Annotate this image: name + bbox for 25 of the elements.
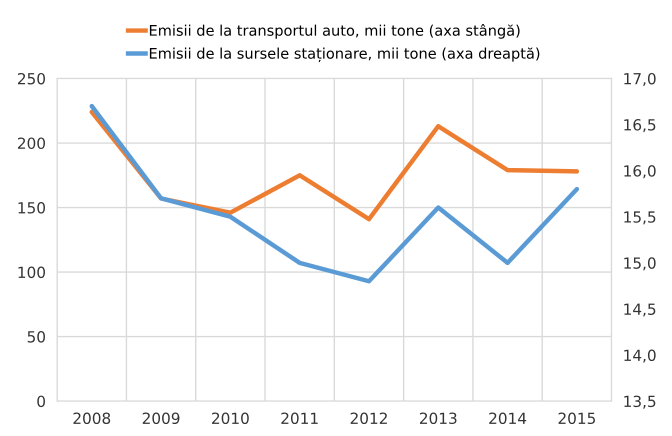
x-tick-label: 2013 <box>420 412 456 424</box>
x-tick-label: 2012 <box>350 412 387 424</box>
y-tick-label: 0 <box>37 396 45 408</box>
x-tick-label: 2010 <box>212 412 249 424</box>
legend-label: Emisii de la sursele staționare, mii tone (axa dreaptă) <box>150 47 540 62</box>
y2-tick-label: 17,0 <box>624 72 656 86</box>
y2-tick-label: 15,0 <box>624 257 656 270</box>
x-tick-label: 2009 <box>142 412 180 424</box>
y2-tick-label: 16,0 <box>624 165 656 178</box>
y-tick-label: 150 <box>18 202 45 214</box>
x-tick-label: 2011 <box>281 412 318 424</box>
y2-tick-label: 15,5 <box>624 211 656 224</box>
x-tick-label: 2008 <box>73 412 110 424</box>
x-tick-label: 2014 <box>489 412 526 424</box>
y2-tick-label: 14,5 <box>624 304 656 317</box>
line-series <box>90 104 580 284</box>
y2-tick-label: 14,0 <box>624 349 656 363</box>
y-tick-label: 50 <box>28 331 45 343</box>
y-tick-label: 200 <box>18 137 45 150</box>
y-tick-label: 250 <box>18 72 45 84</box>
legend-label: Emisii de la transportul auto, mii tone (axa stângă) <box>150 24 520 39</box>
y2-tick-label: 13,5 <box>624 396 656 409</box>
y2-tick-label: 16,5 <box>624 119 656 132</box>
y-tick-label: 100 <box>18 266 45 278</box>
x-tick-label: 2015 <box>558 412 595 424</box>
